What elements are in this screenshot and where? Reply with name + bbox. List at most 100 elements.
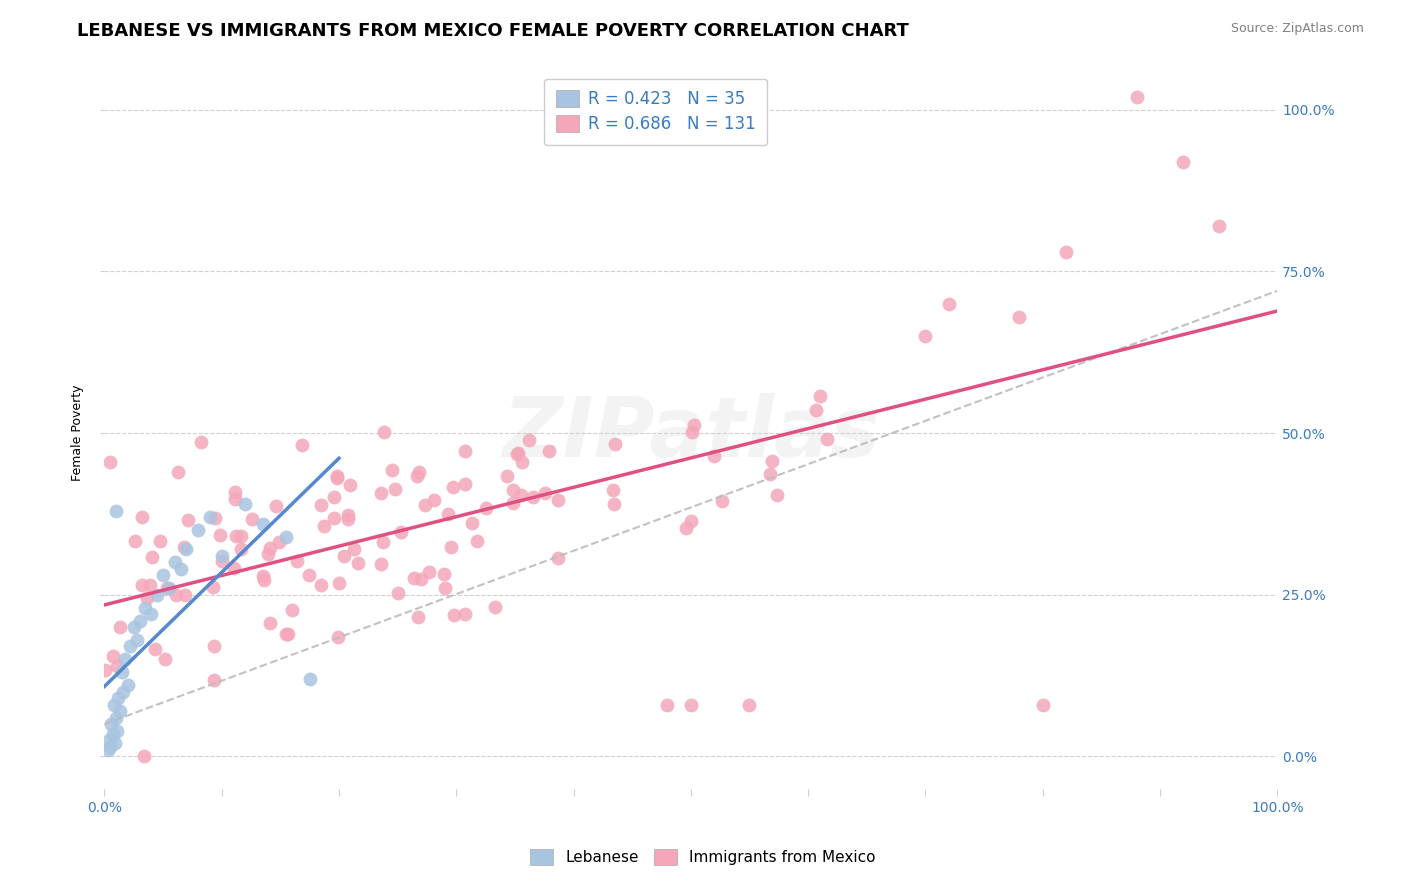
Point (122, 620, 145, 634)
Point (98, 733, 121, 747)
Point (1173, 154, 1195, 169)
Point (298, 672, 321, 686)
Point (370, 485, 392, 500)
Point (408, 465, 430, 479)
Point (264, 500, 287, 514)
Point (443, 607, 465, 622)
Point (225, 529, 247, 543)
Point (938, 297, 960, 311)
Text: ZIPatlas: ZIPatlas (502, 392, 880, 474)
Point (136, 591, 159, 605)
Point (439, 540, 461, 554)
Point (112, 685, 135, 699)
Point (603, 437, 626, 451)
Point (104, 737, 127, 751)
Point (190, 435, 212, 450)
Point (149, 533, 172, 548)
Point (156, 581, 179, 595)
Point (603, 497, 626, 511)
Point (100, 717, 122, 731)
Point (1125, 90, 1147, 104)
Point (291, 437, 314, 451)
Point (177, 513, 200, 527)
Point (373, 425, 395, 439)
Point (817, 432, 839, 446)
Point (454, 607, 477, 621)
Point (198, 510, 221, 524)
Point (475, 501, 498, 516)
Point (259, 615, 281, 630)
Point (389, 524, 412, 539)
Point (322, 511, 344, 525)
Point (257, 547, 280, 561)
Point (738, 698, 761, 712)
Point (517, 433, 540, 447)
Point (105, 504, 128, 518)
Point (547, 493, 569, 508)
Point (675, 521, 697, 535)
Point (437, 507, 460, 521)
Point (441, 480, 464, 494)
Point (547, 550, 569, 565)
Point (94, 663, 117, 677)
Point (460, 516, 482, 530)
Point (326, 630, 349, 644)
Point (138, 577, 160, 591)
Point (496, 468, 519, 483)
Point (233, 497, 256, 511)
Point (128, 614, 150, 628)
Point (433, 566, 456, 581)
Legend: R = 0.423   N = 35, R = 0.686   N = 131: R = 0.423 N = 35, R = 0.686 N = 131 (544, 78, 768, 145)
Point (502, 495, 524, 509)
Point (679, 698, 702, 712)
Point (201, 580, 224, 594)
Point (413, 498, 436, 512)
Point (134, 600, 156, 615)
Point (1208, 219, 1230, 234)
Point (187, 523, 209, 537)
Point (309, 498, 332, 512)
Point (406, 610, 429, 624)
Point (333, 549, 356, 563)
Point (312, 518, 335, 533)
Point (173, 588, 195, 602)
Point (101, 727, 124, 741)
Point (224, 485, 246, 500)
Legend: Lebanese, Immigrants from Mexico: Lebanese, Immigrants from Mexico (524, 843, 882, 871)
Point (107, 691, 129, 706)
Point (681, 425, 703, 440)
Point (267, 534, 290, 549)
Point (105, 711, 128, 725)
Point (132, 749, 155, 764)
Point (371, 535, 394, 549)
Point (602, 483, 624, 497)
Point (336, 512, 359, 526)
Point (411, 572, 433, 586)
Point (1008, 310, 1031, 324)
Point (325, 469, 347, 483)
Point (454, 443, 477, 458)
Point (165, 588, 187, 602)
Point (454, 477, 477, 491)
Point (124, 534, 146, 549)
Point (229, 542, 252, 557)
Point (276, 530, 298, 544)
Point (141, 549, 163, 564)
Point (97, 743, 120, 757)
Text: LEBANESE VS IMMIGRANTS FROM MEXICO FEMALE POVERTY CORRELATION CHART: LEBANESE VS IMMIGRANTS FROM MEXICO FEMAL… (77, 22, 910, 40)
Point (120, 640, 142, 654)
Point (204, 673, 226, 687)
Point (384, 483, 406, 497)
Point (98, 739, 121, 754)
Point (370, 557, 392, 571)
Point (311, 578, 333, 592)
Point (758, 467, 780, 482)
Text: Source: ZipAtlas.com: Source: ZipAtlas.com (1230, 22, 1364, 36)
Point (111, 665, 134, 680)
Point (808, 389, 831, 403)
Point (405, 469, 427, 483)
Point (484, 599, 506, 614)
Point (337, 508, 360, 523)
Point (328, 575, 350, 590)
Point (252, 516, 274, 531)
